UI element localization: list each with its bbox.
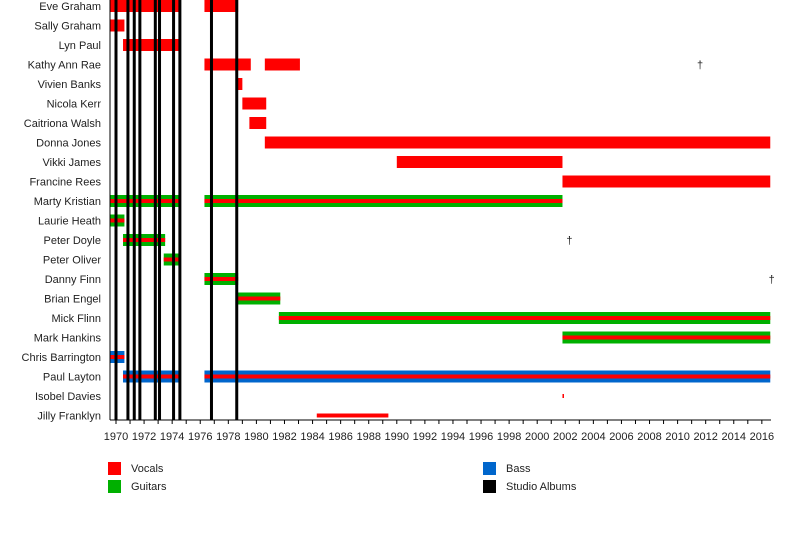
vocals-stripe: [204, 374, 771, 379]
vocals-stripe: [123, 374, 180, 379]
tick-label: 1990: [385, 431, 409, 443]
member-label: Vivien Banks: [38, 79, 102, 91]
tick-label: 2000: [525, 431, 549, 443]
member-label: Chris Barrington: [22, 352, 101, 364]
legend-label: Guitars: [131, 480, 167, 493]
tick-label: 1996: [469, 431, 493, 443]
tick-label: 1994: [441, 431, 465, 443]
member-label: Donna Jones: [36, 138, 101, 150]
album-line: [209, 0, 213, 420]
tick-label: 1986: [328, 431, 352, 443]
album-line: [138, 0, 142, 420]
member-label: Brian Engel: [44, 294, 101, 306]
member-label: Laurie Heath: [38, 216, 101, 228]
tick-label: 1982: [272, 431, 296, 443]
vocals-stripe: [278, 316, 771, 320]
member-label: Nicola Kerr: [47, 99, 102, 111]
legend-swatch: [108, 480, 121, 493]
tick-label: 2012: [693, 431, 717, 443]
vocals-bar: [316, 413, 389, 418]
tick-label: 2010: [665, 431, 689, 443]
vocals-stripe: [236, 296, 281, 301]
tick-label: 1978: [216, 431, 240, 443]
member-label: Paul Layton: [43, 372, 101, 384]
member-label: Peter Oliver: [43, 255, 101, 267]
album-line: [114, 0, 118, 420]
death-marker: †: [769, 274, 775, 286]
tick-label: 1970: [104, 431, 128, 443]
vocals-stripe: [110, 199, 180, 203]
tick-label: 2014: [722, 431, 746, 443]
legend-guitars: Guitars: [108, 480, 166, 493]
member-label: Isobel Davies: [35, 391, 102, 403]
vocals-stripe: [123, 238, 166, 242]
member-label: Kathy Ann Rae: [28, 60, 101, 72]
member-label: Eve Graham: [39, 1, 101, 13]
legend-label: Studio Albums: [506, 480, 577, 493]
member-label: Sally Graham: [34, 21, 101, 33]
album-line: [178, 0, 182, 420]
member-label: Vikki James: [43, 157, 102, 169]
legend-label: Vocals: [131, 462, 164, 475]
legend-swatch: [483, 462, 496, 475]
vocals-stripe: [562, 335, 771, 340]
tick-label: 1980: [244, 431, 268, 443]
tick-label: 2016: [750, 431, 774, 443]
album-line: [172, 0, 176, 420]
legend-vocals: Vocals: [108, 462, 163, 475]
tick-label: 1976: [188, 431, 212, 443]
vocals-bar: [396, 156, 563, 168]
legend-label: Bass: [506, 462, 531, 475]
vocals-bar: [204, 0, 239, 12]
vocals-bar: [204, 58, 251, 71]
legend-albums: Studio Albums: [483, 480, 576, 493]
member-label: Danny Finn: [45, 274, 101, 286]
tick-label: 1972: [132, 431, 156, 443]
tick-label: 2008: [637, 431, 661, 443]
member-label: Peter Doyle: [44, 235, 101, 247]
member-label: Jilly Franklyn: [37, 411, 101, 423]
album-line: [132, 0, 136, 420]
vocals-bar: [264, 136, 771, 149]
member-label: Caitriona Walsh: [24, 118, 101, 130]
vocals-stripe: [204, 199, 563, 203]
album-line: [126, 0, 130, 420]
vocals-bar: [264, 58, 300, 71]
vocals-bar: [562, 394, 564, 398]
death-marker: †: [697, 60, 703, 72]
member-label: Mick Flinn: [51, 313, 101, 325]
tick-label: 2006: [609, 431, 633, 443]
tick-label: 1974: [160, 431, 184, 443]
tick-label: 1992: [413, 431, 437, 443]
member-label: Lyn Paul: [59, 40, 101, 52]
death-marker: †: [566, 235, 572, 247]
album-line: [153, 0, 157, 420]
vocals-bar: [562, 175, 771, 188]
vocals-bar: [242, 97, 267, 110]
vocals-stripe: [204, 277, 239, 281]
member-label: Marty Kristian: [34, 196, 101, 208]
tick-label: 2002: [553, 431, 577, 443]
tick-label: 1998: [497, 431, 521, 443]
vocals-bar: [123, 39, 180, 51]
legend-swatch: [108, 462, 121, 475]
vocals-bar: [110, 0, 180, 12]
member-label: Francine Rees: [29, 177, 101, 189]
vocals-bar: [236, 78, 243, 90]
legend-bass: Bass: [483, 462, 530, 475]
album-line: [235, 0, 239, 420]
vocals-bar: [249, 117, 267, 129]
tick-label: 2004: [581, 431, 605, 443]
vocals-stripe: [163, 257, 180, 262]
legend-swatch: [483, 480, 496, 493]
album-line: [158, 0, 162, 420]
member-label: Mark Hankins: [34, 333, 102, 345]
tick-label: 1984: [300, 431, 324, 443]
tick-label: 1988: [356, 431, 380, 443]
